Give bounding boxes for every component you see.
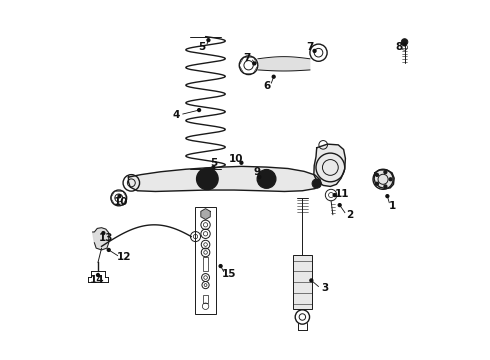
Text: 5: 5	[198, 42, 206, 51]
Circle shape	[312, 179, 321, 188]
Polygon shape	[93, 228, 109, 250]
Circle shape	[313, 49, 316, 52]
Bar	[195, 207, 216, 315]
Polygon shape	[314, 144, 345, 186]
Circle shape	[384, 171, 387, 174]
Circle shape	[389, 178, 392, 181]
Text: 13: 13	[98, 233, 113, 243]
Circle shape	[257, 170, 276, 188]
Text: 4: 4	[172, 110, 179, 120]
Bar	[293, 255, 312, 309]
Circle shape	[375, 182, 378, 185]
Circle shape	[196, 168, 218, 190]
Text: 3: 3	[321, 283, 328, 293]
Text: 10: 10	[229, 154, 243, 164]
Text: 7: 7	[243, 53, 250, 63]
Text: 10: 10	[114, 197, 128, 207]
Circle shape	[102, 231, 105, 234]
Text: 11: 11	[335, 189, 349, 199]
Bar	[203, 295, 208, 303]
Circle shape	[212, 166, 215, 169]
Circle shape	[207, 39, 210, 41]
Text: 14: 14	[90, 275, 104, 285]
Circle shape	[272, 75, 275, 78]
Text: 2: 2	[346, 210, 354, 220]
Circle shape	[403, 43, 406, 46]
Circle shape	[310, 279, 313, 282]
Circle shape	[384, 185, 387, 188]
Text: 1: 1	[389, 201, 396, 211]
Text: 12: 12	[117, 252, 131, 262]
Circle shape	[258, 176, 261, 179]
Bar	[203, 257, 208, 271]
Polygon shape	[201, 209, 210, 220]
Circle shape	[107, 248, 110, 251]
Circle shape	[401, 39, 408, 45]
Circle shape	[219, 265, 222, 267]
Text: 8: 8	[395, 42, 403, 52]
Circle shape	[197, 109, 200, 112]
Circle shape	[386, 195, 389, 198]
Circle shape	[97, 274, 99, 276]
Text: 9: 9	[254, 167, 261, 177]
Circle shape	[253, 62, 256, 65]
Polygon shape	[374, 170, 394, 189]
Text: 15: 15	[221, 269, 236, 279]
Circle shape	[333, 194, 336, 197]
Circle shape	[375, 174, 378, 176]
Text: 5: 5	[210, 158, 217, 168]
Circle shape	[338, 204, 341, 207]
Text: 7: 7	[306, 42, 313, 52]
Text: 6: 6	[264, 81, 271, 91]
Circle shape	[118, 195, 121, 198]
Circle shape	[240, 161, 243, 164]
Polygon shape	[128, 166, 320, 192]
